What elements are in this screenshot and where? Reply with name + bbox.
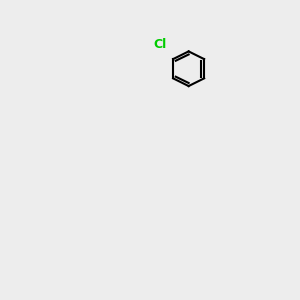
Text: Cl: Cl [154,38,167,50]
